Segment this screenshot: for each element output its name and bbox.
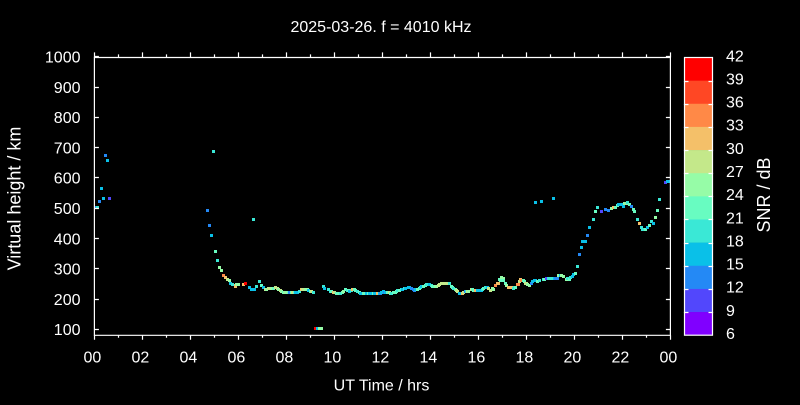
svg-text:04: 04 bbox=[180, 350, 198, 367]
svg-text:16: 16 bbox=[468, 350, 486, 367]
svg-text:400: 400 bbox=[54, 231, 81, 248]
svg-text:900: 900 bbox=[54, 80, 81, 97]
svg-text:24: 24 bbox=[726, 187, 744, 204]
svg-text:300: 300 bbox=[54, 262, 81, 279]
svg-text:15: 15 bbox=[726, 257, 744, 274]
svg-text:700: 700 bbox=[54, 140, 81, 157]
svg-text:12: 12 bbox=[726, 280, 744, 297]
svg-text:2025-03-26. f = 4010 kHz: 2025-03-26. f = 4010 kHz bbox=[290, 19, 471, 36]
svg-text:14: 14 bbox=[420, 350, 438, 367]
svg-text:42: 42 bbox=[726, 48, 744, 65]
svg-text:00: 00 bbox=[84, 350, 102, 367]
svg-text:33: 33 bbox=[726, 118, 744, 135]
svg-text:22: 22 bbox=[612, 350, 630, 367]
svg-text:Virtual height / km: Virtual height / km bbox=[5, 127, 25, 271]
svg-text:UT Time / hrs: UT Time / hrs bbox=[334, 378, 430, 395]
svg-text:200: 200 bbox=[54, 292, 81, 309]
svg-text:100: 100 bbox=[54, 322, 81, 339]
svg-text:30: 30 bbox=[726, 141, 744, 158]
svg-text:27: 27 bbox=[726, 164, 744, 181]
svg-text:18: 18 bbox=[726, 233, 744, 250]
svg-text:12: 12 bbox=[372, 350, 390, 367]
svg-text:9: 9 bbox=[726, 303, 735, 320]
svg-text:02: 02 bbox=[132, 350, 150, 367]
svg-text:00: 00 bbox=[660, 350, 678, 367]
svg-text:600: 600 bbox=[54, 171, 81, 188]
svg-text:08: 08 bbox=[276, 350, 294, 367]
svg-text:20: 20 bbox=[564, 350, 582, 367]
svg-text:10: 10 bbox=[324, 350, 342, 367]
svg-text:36: 36 bbox=[726, 95, 744, 112]
svg-text:500: 500 bbox=[54, 201, 81, 218]
svg-text:800: 800 bbox=[54, 110, 81, 127]
svg-text:06: 06 bbox=[228, 350, 246, 367]
svg-text:1000: 1000 bbox=[45, 50, 81, 67]
svg-text:18: 18 bbox=[516, 350, 534, 367]
svg-text:39: 39 bbox=[726, 71, 744, 88]
svg-text:6: 6 bbox=[726, 326, 735, 343]
svg-text:21: 21 bbox=[726, 210, 744, 227]
svg-text:SNR / dB: SNR / dB bbox=[754, 157, 774, 232]
